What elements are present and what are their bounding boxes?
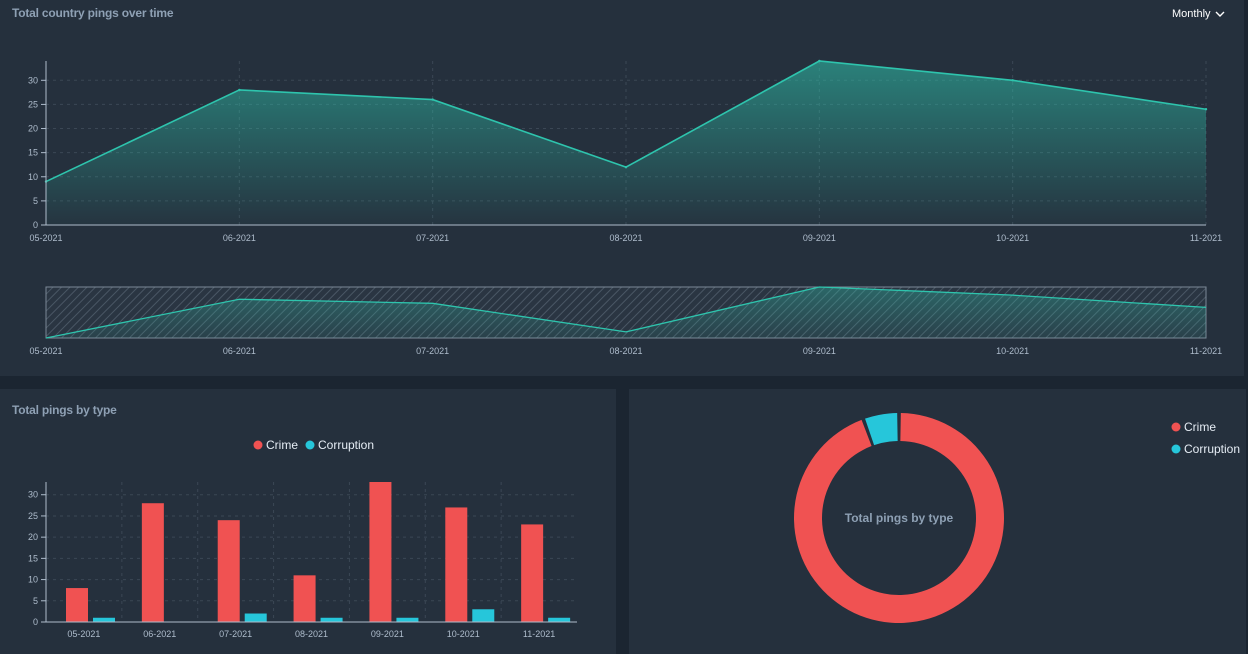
area-ytick-label: 25 (28, 99, 38, 109)
bar-corruption[interactable] (396, 617, 419, 622)
area-point[interactable] (818, 59, 821, 63)
bar-corruption[interactable] (548, 617, 571, 622)
bar-corruption[interactable] (93, 617, 115, 622)
navigator-area-fill (46, 287, 1206, 338)
navigator-xtick-label: 08-2021 (609, 346, 642, 356)
area-xtick-label: 09-2021 (803, 233, 836, 243)
area-xtick-label: 10-2021 (996, 233, 1029, 243)
bar-crime[interactable] (369, 482, 392, 622)
bar-crime[interactable] (445, 507, 468, 622)
navigator-xtick-label: 10-2021 (996, 346, 1029, 356)
bar-chart-title: Total pings by type (12, 403, 117, 417)
area-ytick-label: 5 (33, 196, 38, 206)
bar-ytick-label: 25 (28, 511, 38, 521)
donut-center-label: Total pings by type (845, 511, 954, 525)
bar-ytick-label: 30 (28, 490, 38, 500)
bar-xtick-label: 05-2021 (67, 629, 100, 639)
bar-legend-label[interactable]: Crime (266, 438, 298, 452)
bar-ytick-label: 0 (33, 617, 38, 627)
bar-crime[interactable] (293, 575, 316, 622)
bar-ytick-label: 15 (28, 553, 38, 563)
donut-legend-swatch (1171, 444, 1181, 454)
period-select[interactable]: Monthly (1172, 6, 1225, 22)
bar-legend-swatch (253, 440, 263, 450)
area-point[interactable] (624, 165, 628, 169)
donut-chart: Total pings by type Crime Corruption (794, 413, 1240, 624)
bar-corruption[interactable] (244, 613, 267, 622)
navigator-xtick-label: 11-2021 (1190, 346, 1222, 356)
bar-crime[interactable] (141, 503, 164, 622)
area-ytick-label: 30 (28, 75, 38, 85)
area-fill (46, 61, 1206, 225)
area-ytick-label: 20 (28, 124, 38, 134)
area-xtick-label: 08-2021 (609, 233, 642, 243)
donut-legend-label[interactable]: Crime (1184, 420, 1216, 434)
bar-ytick-label: 10 (28, 575, 38, 585)
bar-xtick-label: 11-2021 (523, 629, 555, 639)
bar-crime[interactable] (521, 524, 544, 622)
area-point[interactable] (1204, 108, 1208, 111)
bar-xtick-label: 10-2021 (447, 629, 480, 639)
period-select-value: Monthly (1172, 8, 1211, 20)
area-point[interactable] (431, 98, 434, 101)
bar-xtick-label: 07-2021 (219, 629, 252, 639)
bar-xtick-label: 08-2021 (295, 629, 328, 639)
bar-ytick-label: 20 (28, 532, 38, 542)
area-xtick-label: 05-2021 (29, 233, 62, 243)
bar-xtick-label: 06-2021 (143, 629, 176, 639)
range-navigator[interactable]: 05-2021 06-2021 07-2021 08-2021 09-2021 10-20… (29, 286, 1222, 356)
donut-legend-swatch (1171, 422, 1181, 432)
donut-slice-corruption[interactable] (865, 413, 898, 446)
navigator-xtick-label: 05-2021 (29, 346, 62, 356)
navigator-xtick-label: 06-2021 (223, 346, 256, 356)
bar-legend-swatch (305, 440, 315, 450)
area-ytick-label: 15 (28, 148, 38, 158)
area-ytick-label: 10 (28, 172, 38, 182)
area-xtick-label: 06-2021 (223, 233, 256, 243)
bar-ytick-label: 5 (33, 596, 38, 606)
bar-legend-label[interactable]: Corruption (318, 438, 374, 452)
bar-crime[interactable] (66, 588, 88, 622)
bar-corruption[interactable] (320, 617, 343, 622)
bar-crime[interactable] (217, 520, 240, 622)
area-xtick-label: 07-2021 (416, 233, 449, 243)
donut-legend-label[interactable]: Corruption (1184, 442, 1240, 456)
bar-corruption[interactable] (472, 609, 495, 622)
bar-chart: Crime Corruption 0 5 10 15 20 25 30 05-2021 06-202… (28, 438, 577, 639)
area-xtick-label: 11-2021 (1190, 233, 1222, 243)
navigator-series-line (45, 286, 1207, 339)
area-point[interactable] (238, 88, 241, 92)
navigator-xtick-label: 09-2021 (803, 346, 836, 356)
bar-xtick-label: 09-2021 (371, 629, 404, 639)
area-point[interactable] (1011, 79, 1014, 82)
page-title: Total country pings over time (12, 6, 174, 20)
area-chart: 0 5 10 15 20 25 30 05-2021 06-2021 07-2021 08-2021… (28, 59, 1222, 243)
chevron-down-icon (1215, 11, 1225, 17)
navigator-xtick-label: 07-2021 (416, 346, 449, 356)
area-ytick-label: 0 (33, 220, 38, 230)
